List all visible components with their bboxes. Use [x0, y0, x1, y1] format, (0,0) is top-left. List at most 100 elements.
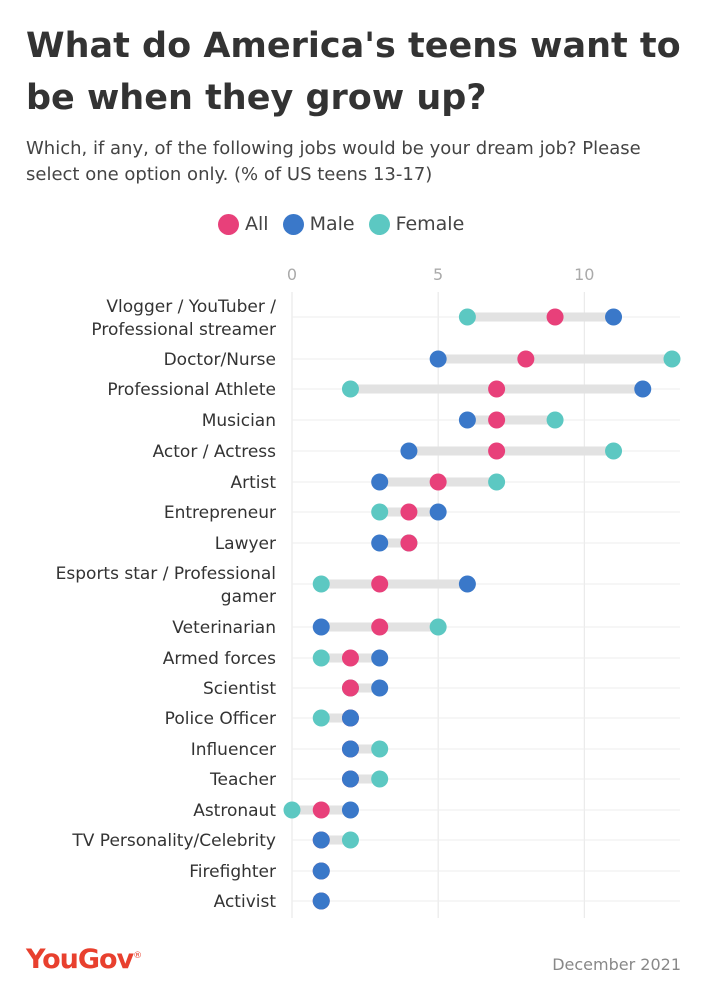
category-label-line: Veterinarian: [172, 618, 276, 638]
category-label-line: Firefighter: [189, 862, 276, 882]
category-label: Doctor/Nurse: [164, 350, 276, 370]
category-label: Professional Athlete: [107, 380, 276, 400]
female-dot: [546, 411, 564, 429]
date-label: December 2021: [552, 955, 681, 974]
all-dot: [488, 411, 506, 429]
legend-swatch-male: [282, 213, 304, 235]
category-label: Influencer: [191, 740, 276, 760]
category-label-line: Influencer: [191, 740, 276, 760]
category-label-line: Armed forces: [163, 649, 276, 669]
male-dot: [312, 831, 330, 849]
category-label-line: Entrepreneur: [164, 503, 276, 523]
category-label-line: Professional streamer: [91, 320, 276, 340]
category-label-line: Activist: [214, 892, 277, 912]
yougov-logo: YouGov®: [26, 944, 142, 975]
all-dot: [488, 380, 506, 398]
female-dot: [429, 618, 447, 636]
category-label-line: Artist: [230, 473, 276, 493]
dumbbell-chart: 0 5 10 Vlogger / YouTuber / Professional str…: [56, 265, 681, 918]
female-dot: [312, 709, 330, 727]
all-dot: [400, 534, 418, 552]
category-label-line: Police Officer: [165, 709, 276, 729]
logo-registered-mark: ®: [133, 951, 143, 961]
legend-item-female: Female: [368, 213, 464, 235]
female-dot: [312, 649, 330, 667]
all-dot: [400, 503, 418, 521]
category-label-line: Professional Athlete: [107, 380, 276, 400]
female-dot: [488, 473, 506, 491]
male-dot: [400, 442, 418, 460]
male-dot: [429, 503, 447, 521]
male-dot: [341, 709, 359, 727]
category-label-line: Teacher: [209, 770, 276, 790]
male-dot: [371, 679, 389, 697]
category-label-line: Scientist: [203, 679, 276, 699]
category-label: Police Officer: [165, 709, 276, 729]
all-dot: [371, 618, 389, 636]
all-dot: [312, 801, 330, 819]
category-label: TV Personality/Celebrity: [71, 831, 276, 851]
category-label-line: Vlogger / YouTuber /: [106, 297, 276, 317]
all-dot: [341, 679, 359, 697]
category-label: Artist: [230, 473, 276, 493]
category-label: Firefighter: [189, 862, 276, 882]
male-dot: [605, 308, 623, 326]
legend-label-male: Male: [309, 213, 355, 235]
legend: All Male Female: [218, 213, 478, 235]
category-label: Armed forces: [163, 649, 276, 669]
category-label-line: Musician: [202, 411, 276, 431]
female-dot: [312, 575, 330, 593]
category-label-line: TV Personality/Celebrity: [71, 831, 276, 851]
category-label-line: Astronaut: [193, 801, 276, 821]
all-dot: [429, 473, 447, 491]
category-label: Esports star / Professional gamer: [56, 564, 276, 607]
legend-swatch-all: [218, 213, 239, 235]
male-dot: [458, 411, 476, 429]
legend-swatch-female: [368, 213, 390, 235]
category-label: Vlogger / YouTuber / Professional streame…: [91, 297, 276, 340]
female-dot: [371, 740, 389, 758]
female-dot: [341, 831, 359, 849]
female-dot: [605, 442, 623, 460]
female-dot: [341, 380, 359, 398]
category-label-line: Lawyer: [215, 534, 276, 554]
all-dot: [341, 649, 359, 667]
category-label: Entrepreneur: [164, 503, 276, 523]
male-dot: [458, 575, 476, 593]
x-tick-label: 5: [433, 265, 443, 284]
chart-subtitle: Which, if any, of the following jobs wou…: [26, 138, 641, 185]
male-dot: [312, 618, 330, 636]
category-label-line: gamer: [221, 587, 276, 607]
male-dot: [312, 862, 330, 880]
male-dot: [371, 534, 389, 552]
male-dot: [341, 801, 359, 819]
female-dot: [371, 770, 389, 788]
all-dot: [488, 442, 506, 460]
male-dot: [341, 770, 359, 788]
legend-item-all: All: [218, 213, 269, 235]
category-label: Lawyer: [215, 534, 276, 554]
male-dot: [312, 892, 330, 910]
category-label-line: Actor / Actress: [153, 442, 277, 462]
x-tick-label: 0: [287, 265, 297, 284]
legend-item-male: Male: [282, 213, 355, 235]
legend-label-all: All: [245, 213, 269, 235]
female-dot: [283, 801, 301, 819]
category-label: Astronaut: [193, 801, 276, 821]
male-dot: [634, 380, 652, 398]
category-label: Musician: [202, 411, 276, 431]
category-label: Teacher: [209, 770, 276, 790]
female-dot: [371, 503, 389, 521]
female-dot: [663, 350, 681, 368]
category-label-line: Esports star / Professional: [56, 564, 276, 584]
all-dot: [517, 350, 535, 368]
male-dot: [371, 649, 389, 667]
category-label: Scientist: [203, 679, 276, 699]
category-label: Activist: [214, 892, 277, 912]
male-dot: [429, 350, 447, 368]
x-tick-label: 10: [574, 265, 594, 284]
category-label: Actor / Actress: [153, 442, 277, 462]
all-dot: [546, 308, 564, 326]
male-dot: [371, 473, 389, 491]
chart-title: What do America's teens want to be when …: [26, 26, 681, 118]
